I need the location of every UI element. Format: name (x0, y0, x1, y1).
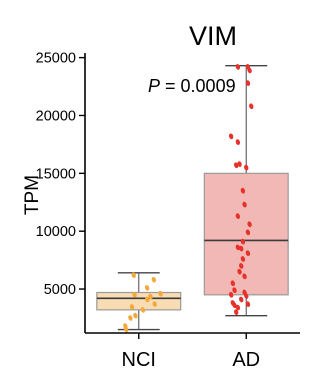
data-point (235, 139, 241, 145)
data-point (144, 285, 150, 291)
data-point (129, 304, 135, 310)
y-tick-label: 20000 (36, 108, 76, 124)
data-point (144, 296, 150, 303)
data-point (245, 250, 251, 256)
data-point (245, 80, 251, 86)
data-point (151, 276, 157, 283)
data-point (240, 187, 246, 194)
data-point (237, 268, 242, 275)
data-point (239, 296, 244, 303)
data-point (133, 312, 138, 319)
data-point (239, 245, 244, 252)
data-point (239, 263, 244, 269)
data-point (230, 280, 236, 287)
data-point (235, 213, 241, 219)
data-point (158, 290, 163, 297)
p-value-symbol: P (148, 76, 160, 96)
data-point (235, 304, 241, 311)
data-point (247, 221, 252, 228)
data-point (244, 293, 249, 299)
y-tick-label: 5000 (44, 282, 76, 298)
data-point (249, 103, 254, 110)
data-point (132, 291, 137, 298)
data-point (237, 161, 242, 167)
y-axis-label: TPM (22, 175, 43, 215)
x-tick-label: NCI (122, 349, 156, 371)
data-point (232, 302, 237, 309)
y-tick-label: 15000 (36, 166, 76, 182)
x-tick-label: AD (232, 349, 260, 371)
data-point (233, 162, 239, 169)
data-point (128, 315, 133, 321)
data-point (245, 301, 251, 307)
y-tick-label: 25000 (36, 51, 76, 67)
data-point (123, 326, 129, 333)
chart-title: VIM (189, 21, 237, 51)
data-point (242, 201, 247, 208)
data-point (235, 64, 241, 70)
data-point (228, 133, 234, 140)
data-point (233, 309, 239, 316)
data-point (245, 229, 251, 236)
data-point (240, 238, 246, 245)
data-point (140, 307, 146, 313)
data-point (242, 273, 247, 280)
data-point (232, 287, 237, 294)
data-point (228, 291, 234, 298)
data-point (235, 244, 241, 251)
data-point (247, 67, 252, 74)
data-point (148, 293, 153, 300)
data-point (152, 301, 157, 307)
p-value-text: = 0.0009 (160, 76, 236, 96)
box-ad (203, 172, 289, 296)
data-point (244, 164, 249, 171)
data-point (131, 272, 136, 278)
y-tick-label: 10000 (36, 224, 76, 240)
data-point (240, 256, 246, 262)
p-value-annotation: P = 0.0009 (148, 76, 236, 96)
box-nci (96, 291, 182, 311)
